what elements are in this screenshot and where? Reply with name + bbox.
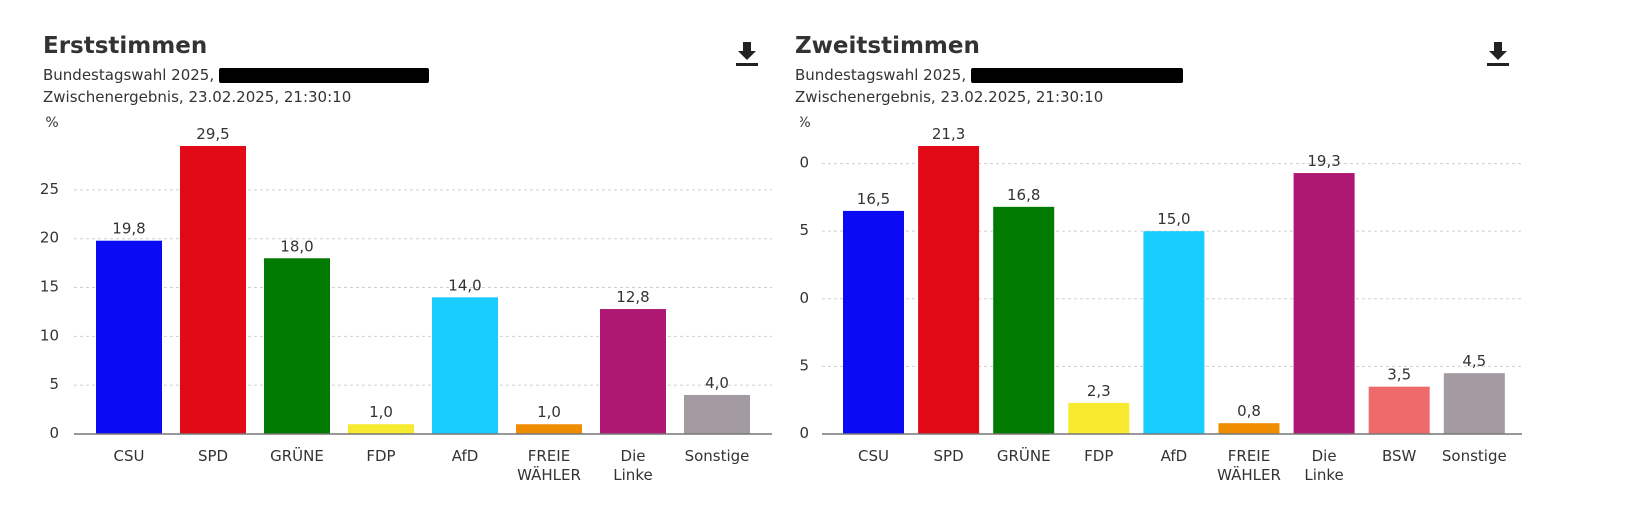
y-tick-label: 15 — [800, 221, 809, 239]
y-tick-label: 10 — [40, 326, 59, 344]
bar-sonstige — [684, 394, 750, 434]
y-tick-label: 5 — [49, 375, 59, 393]
erststimmen-panel: Erststimmen Bundestagswahl 2025, Zwische… — [0, 0, 800, 524]
zweitstimmen-panel: Zweitstimmen Bundestagswahl 2025, Zwisch… — [795, 0, 1627, 524]
bar-die-linke — [600, 309, 666, 434]
bar-freie-wähler — [516, 424, 582, 434]
erststimmen-bar-chart: % 0 5 10 15 20 25 19,8 CSU 29,5 SPD 18,0 GRÜNE 1,0 FDP… — [40, 115, 772, 484]
x-tick-label: Sonstige — [1442, 447, 1507, 465]
bar-grüne — [264, 258, 330, 434]
data-label: 19,8 — [112, 220, 145, 238]
bar-bsw — [1368, 386, 1430, 434]
x-tick-label: WÄHLER — [517, 465, 581, 484]
x-tick-label: AfD — [1161, 447, 1188, 465]
redacted-region — [970, 68, 1183, 83]
bar-fdp — [348, 424, 414, 434]
redacted-region — [218, 68, 429, 83]
x-tick-label: Sonstige — [685, 447, 750, 465]
bar-csu — [96, 240, 162, 434]
chart-timestamp: Zwischenergebnis, 23.02.2025, 21:30:10 — [43, 88, 352, 106]
y-tick-label: 10 — [800, 289, 809, 307]
x-tick-label: GRÜNE — [997, 446, 1051, 465]
bar-spd — [180, 146, 246, 434]
y-tick-label: 15 — [40, 278, 59, 296]
data-label: 15,0 — [1157, 210, 1190, 228]
x-tick-label: Die — [1312, 447, 1337, 465]
x-tick-label: Die — [621, 447, 646, 465]
x-tick-label: SPD — [198, 447, 228, 465]
x-tick-label: SPD — [934, 447, 964, 465]
x-tick-label: GRÜNE — [270, 446, 324, 465]
x-tick-label: BSW — [1382, 447, 1417, 465]
bar-freie-wähler — [1218, 423, 1280, 434]
data-label: 3,5 — [1387, 366, 1411, 384]
y-tick-label: 0 — [800, 424, 809, 442]
data-label: 21,3 — [932, 125, 965, 143]
y-tick-label: 5 — [800, 356, 809, 374]
subtitle-text: Bundestagswahl 2025, — [43, 66, 215, 84]
download-icon — [1487, 42, 1509, 66]
chart-title: Erststimmen — [43, 33, 208, 59]
y-tick-label: 20 — [40, 229, 59, 247]
data-label: 1,0 — [537, 403, 561, 421]
bar-grüne — [993, 206, 1055, 434]
x-tick-label: FDP — [366, 447, 395, 465]
subtitle-text: Bundestagswahl 2025, — [795, 66, 967, 84]
data-label: 14,0 — [448, 276, 481, 294]
x-tick-label: WÄHLER — [1217, 465, 1281, 484]
x-tick-label: FDP — [1084, 447, 1113, 465]
data-label: 16,8 — [1007, 186, 1040, 204]
x-tick-label: CSU — [114, 447, 145, 465]
bar-afd — [1143, 231, 1205, 434]
bar-afd — [432, 297, 498, 434]
download-button[interactable] — [1485, 40, 1511, 68]
x-tick-label: Linke — [1304, 466, 1343, 484]
zweitstimmen-bar-chart: % 0 5 10 15 20 16,5 CSU 21,3 SPD 16,8 GRÜNE 2,3 FDP 15… — [800, 115, 1522, 484]
data-label: 18,0 — [280, 237, 313, 255]
chart-subtitle: Bundestagswahl 2025, — [43, 66, 429, 84]
data-label: 4,0 — [705, 374, 729, 392]
chart-title: Zweitstimmen — [795, 33, 980, 59]
download-icon — [736, 42, 758, 66]
data-label: 19,3 — [1307, 152, 1340, 170]
bar-csu — [843, 210, 904, 434]
y-tick-label: 25 — [40, 180, 59, 198]
bar-spd — [918, 146, 980, 434]
x-tick-label: Linke — [613, 466, 652, 484]
x-tick-label: CSU — [858, 447, 889, 465]
bar-sonstige — [1443, 373, 1505, 434]
data-label: 0,8 — [1237, 402, 1261, 420]
x-tick-label: FREIE — [528, 447, 570, 465]
x-tick-label: FREIE — [1228, 447, 1270, 465]
chart-subtitle: Bundestagswahl 2025, — [795, 66, 1183, 84]
y-tick-label: 0 — [49, 424, 59, 442]
x-tick-label: AfD — [452, 447, 479, 465]
data-label: 12,8 — [616, 288, 649, 306]
data-label: 1,0 — [369, 403, 393, 421]
data-label: 4,5 — [1462, 352, 1486, 370]
y-axis-unit-label: % — [45, 115, 58, 131]
y-axis-unit-label: % — [800, 115, 811, 131]
bar-fdp — [1068, 402, 1130, 434]
y-tick-label: 20 — [800, 154, 809, 172]
bar-die-linke — [1293, 173, 1355, 435]
data-label: 2,3 — [1087, 382, 1111, 400]
download-button[interactable] — [734, 40, 760, 68]
chart-timestamp: Zwischenergebnis, 23.02.2025, 21:30:10 — [795, 88, 1104, 106]
data-label: 16,5 — [857, 190, 890, 208]
data-label: 29,5 — [196, 125, 229, 143]
